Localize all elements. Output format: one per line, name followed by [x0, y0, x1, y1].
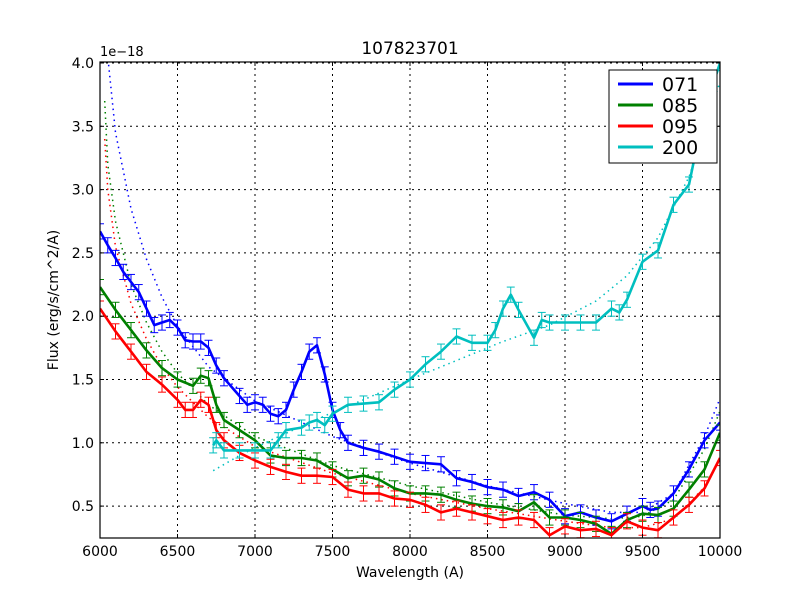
y-tick-label: 0.5: [72, 499, 94, 515]
y-tick-label: 4.0: [72, 56, 94, 72]
legend-label-085: 085: [662, 95, 698, 117]
y-axis-label: Flux (erg/s/cm^2/A): [46, 230, 62, 370]
y-tick-label: 2.5: [72, 246, 94, 262]
x-tick-label: 6000: [82, 544, 118, 560]
series-line-071: [100, 230, 720, 523]
x-tick-label: 8500: [470, 544, 506, 560]
fit-curve-085: [103, 100, 720, 520]
axis-ticks: 6000 6500 7000 7500 8000 8500 9000 9500 10000 0.5…: [72, 56, 743, 560]
legend-label-071: 071: [662, 74, 698, 96]
y-tick-label: 1.5: [72, 373, 94, 389]
series-200: [209, 62, 720, 459]
x-tick-label: 7000: [237, 544, 273, 560]
y-tick-label: 3.0: [72, 183, 94, 199]
y-tick-label: 3.5: [72, 119, 94, 135]
x-tick-label: 7500: [315, 544, 351, 560]
legend-label-095: 095: [662, 116, 698, 138]
chart-title: 107823701: [361, 39, 458, 59]
series-line-095: [100, 307, 720, 537]
data-series: [100, 62, 720, 538]
legend-label-200: 200: [662, 137, 698, 159]
fit-curve-095: [103, 138, 720, 529]
x-tick-label: 9500: [625, 544, 661, 560]
x-axis-label: Wavelength (A): [356, 565, 464, 581]
series-line-200: [212, 62, 720, 452]
x-tick-label: 10000: [698, 544, 743, 560]
y-tick-label: 1.0: [72, 436, 94, 452]
y-tick-label: 2.0: [72, 309, 94, 325]
y-offset-label: 1e−18: [100, 45, 144, 60]
x-tick-label: 8000: [392, 544, 428, 560]
x-tick-label: 6500: [160, 544, 196, 560]
x-tick-label: 9000: [547, 544, 583, 560]
